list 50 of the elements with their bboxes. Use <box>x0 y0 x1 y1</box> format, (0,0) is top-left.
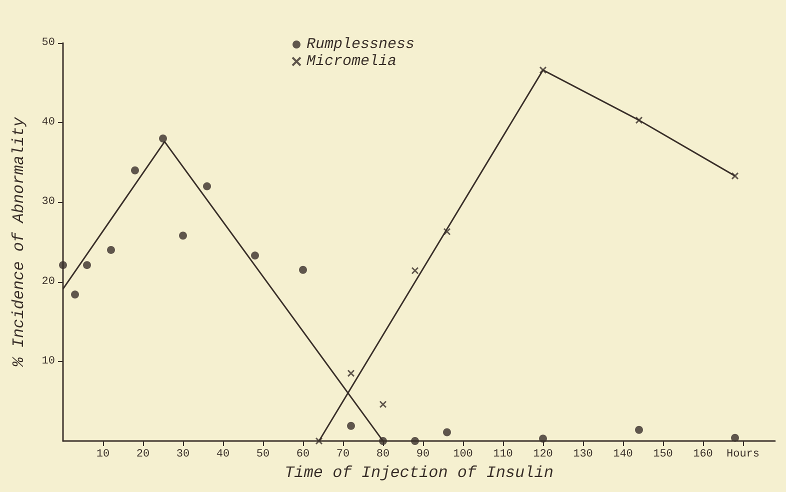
point <box>443 428 451 436</box>
point <box>83 261 91 270</box>
x-tick-label: 130 <box>573 448 593 460</box>
x-tick-label: 110 <box>493 448 513 460</box>
y-tick-label: 30 <box>42 196 55 208</box>
x-tick-label: 90 <box>416 448 430 460</box>
point <box>635 426 643 434</box>
point <box>107 246 115 254</box>
point <box>251 252 259 260</box>
point <box>131 166 139 174</box>
x-tick-label: 150 <box>653 448 673 460</box>
point <box>539 66 547 74</box>
legend-label: Rumplessness <box>306 36 415 53</box>
x-tick-label: 80 <box>376 448 390 460</box>
y-axis-title: % Incidence of Abnormality <box>10 116 28 368</box>
point <box>71 290 79 299</box>
point <box>59 261 67 270</box>
point <box>159 134 167 143</box>
y-tick-label: 20 <box>42 276 55 288</box>
x-axis-title: Time of Injection of Insulin <box>284 464 554 482</box>
point <box>443 228 451 236</box>
x-tick-label: 20 <box>136 448 150 460</box>
point <box>411 266 419 274</box>
x-tick-label: 60 <box>296 448 310 460</box>
point <box>203 182 211 190</box>
x-tick-label: Hours <box>726 448 760 460</box>
x-tick-label: 40 <box>216 448 230 460</box>
x-tick-label: 160 <box>693 448 713 460</box>
point <box>731 434 739 442</box>
point <box>347 422 355 430</box>
point <box>379 400 387 408</box>
x-tick-label: 140 <box>613 448 633 460</box>
point <box>731 172 739 180</box>
y-tick-label: 50 <box>42 37 55 49</box>
x-tick-label: 120 <box>533 448 553 460</box>
x-tick-label: 10 <box>96 448 110 460</box>
x-tick-label: 30 <box>176 448 190 460</box>
x-tick-label: 100 <box>453 448 473 460</box>
point <box>539 434 547 443</box>
y-tick-label: 10 <box>42 355 55 368</box>
point <box>315 437 323 445</box>
x-tick-label: 70 <box>336 448 350 460</box>
x-tick-label: 50 <box>256 448 270 460</box>
point <box>299 266 307 274</box>
point <box>635 116 643 124</box>
legend-label: Micromelia <box>306 53 397 70</box>
point <box>179 232 187 240</box>
point <box>411 437 419 445</box>
point <box>347 370 355 378</box>
y-tick-label: 40 <box>42 116 55 129</box>
